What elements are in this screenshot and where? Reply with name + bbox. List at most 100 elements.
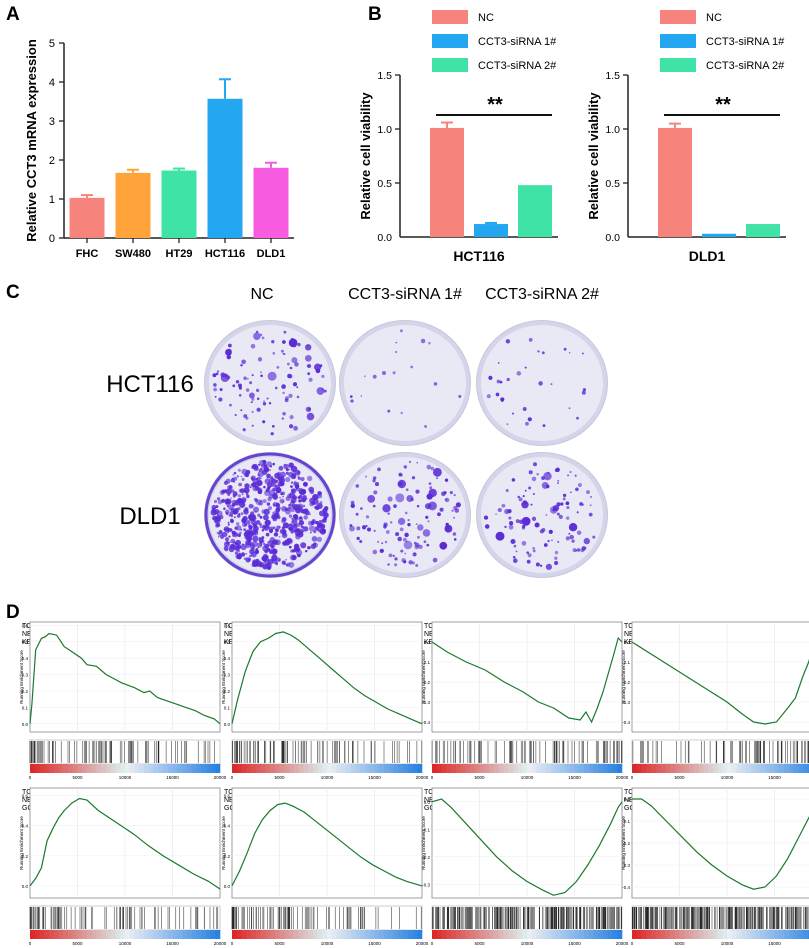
colony-dot (281, 506, 287, 512)
rank-gradient-segment (574, 764, 580, 773)
y-tick-label: 0.6 (22, 623, 29, 628)
y-axis-label: Running Enrichment Score (621, 650, 626, 704)
rank-gradient-segment (731, 764, 737, 773)
rank-gradient-segment (607, 764, 613, 773)
rank-gradient-segment (693, 930, 699, 939)
colony-dot (532, 492, 536, 496)
rank-gradient-segment (665, 764, 671, 773)
rank-gradient-segment (708, 764, 714, 773)
rank-gradient-segment (593, 930, 599, 939)
colony-dot (402, 537, 407, 542)
colony-dot (444, 498, 448, 501)
colony-dot (508, 524, 514, 530)
colony-dot (508, 516, 512, 520)
colony-dot (305, 550, 308, 552)
colony-dot (239, 531, 242, 535)
colony-dot (399, 329, 403, 333)
colony-dot (290, 549, 294, 553)
colony-dot (214, 395, 217, 398)
rank-gradient-segment (49, 930, 55, 939)
colony-dot (524, 366, 527, 369)
colony-dot (361, 525, 367, 530)
rank-gradient-segment (63, 764, 69, 773)
es-plot-box (631, 621, 809, 733)
rank-gradient-segment (793, 930, 799, 939)
rank-gradient-segment (603, 930, 609, 939)
column-label: CCT3-siRNA 1# (348, 286, 462, 303)
colony-dot (261, 529, 265, 532)
colony-dot (244, 498, 247, 501)
rank-gradient-segment (355, 930, 361, 939)
colony-dot (285, 496, 291, 502)
colony-dot (541, 351, 545, 355)
rank-gradient-segment (441, 930, 447, 939)
rank-gradient-segment (660, 930, 666, 939)
colony-dot (261, 463, 266, 469)
rank-gradient-segment (106, 764, 112, 773)
hit-barcode-box (631, 739, 809, 765)
x-tick-label: 0 (431, 775, 434, 780)
rank-gradient-segment (522, 764, 528, 773)
y-tick-label: 0.5 (22, 640, 29, 645)
colony-dot (240, 364, 243, 367)
colony-dot (528, 338, 533, 342)
legend-swatch (660, 10, 696, 24)
colony-dot (249, 486, 252, 489)
rank-gradient-segment (53, 930, 59, 939)
colony-dot (215, 372, 219, 376)
rank-gradient-segment (774, 764, 780, 773)
colony-dot (272, 503, 276, 507)
colony-dot (572, 548, 577, 553)
y-tick-label: 0.2 (22, 854, 29, 859)
colony-dot (247, 378, 249, 380)
colony-dot (266, 473, 271, 479)
y-axis-label: Relative cell viability (586, 92, 601, 220)
colony-dot (293, 425, 298, 431)
colony-dot (322, 518, 327, 523)
rank-gradient-segment (68, 930, 74, 939)
colony-dot (235, 379, 240, 384)
rank-gradient-segment (303, 764, 309, 773)
rank-gradient-segment (798, 764, 804, 773)
colony-dot (275, 562, 279, 566)
colony-dot (397, 517, 406, 526)
colony-dot (246, 520, 251, 525)
x-tick-label: 5000 (474, 775, 485, 780)
colony-dot (279, 471, 286, 478)
x-tick-label: 5000 (674, 941, 685, 946)
colony-dot (253, 332, 261, 340)
colony-dot (276, 557, 281, 562)
rank-gradient-segment (531, 764, 537, 773)
colony-dot (283, 562, 286, 565)
colony-dot (403, 560, 407, 564)
colony-dot (501, 503, 506, 508)
colony-dot (355, 512, 359, 516)
rank-gradient-segment (274, 764, 280, 773)
colony-dot (291, 357, 298, 364)
colony-dot (309, 489, 315, 495)
colony-dot (321, 388, 324, 391)
colony-dot (581, 352, 584, 355)
rank-gradient-segment (660, 764, 666, 773)
colony-dot (252, 506, 260, 513)
rank-gradient-segment (636, 764, 642, 773)
rank-gradient-segment (455, 764, 461, 773)
rank-gradient-segment (584, 764, 590, 773)
colony-dot (399, 527, 404, 532)
colony-dot (240, 544, 247, 551)
colony-dot (294, 362, 299, 367)
rank-gradient-segment (760, 764, 766, 773)
rank-gradient-segment (30, 764, 36, 773)
colony-dot (524, 489, 527, 492)
colony-dot (270, 432, 274, 436)
bar-nc (658, 127, 692, 237)
bar-fhc (69, 197, 105, 238)
colony-dot (264, 558, 271, 565)
colony-dot (290, 488, 295, 493)
y-tick-label: -0.1 (622, 660, 630, 665)
rank-gradient-segment (550, 764, 556, 773)
colony-dot (562, 493, 567, 498)
colony-dot (251, 549, 254, 552)
colony-dot (286, 362, 290, 366)
rank-gradient-segment (522, 930, 528, 939)
